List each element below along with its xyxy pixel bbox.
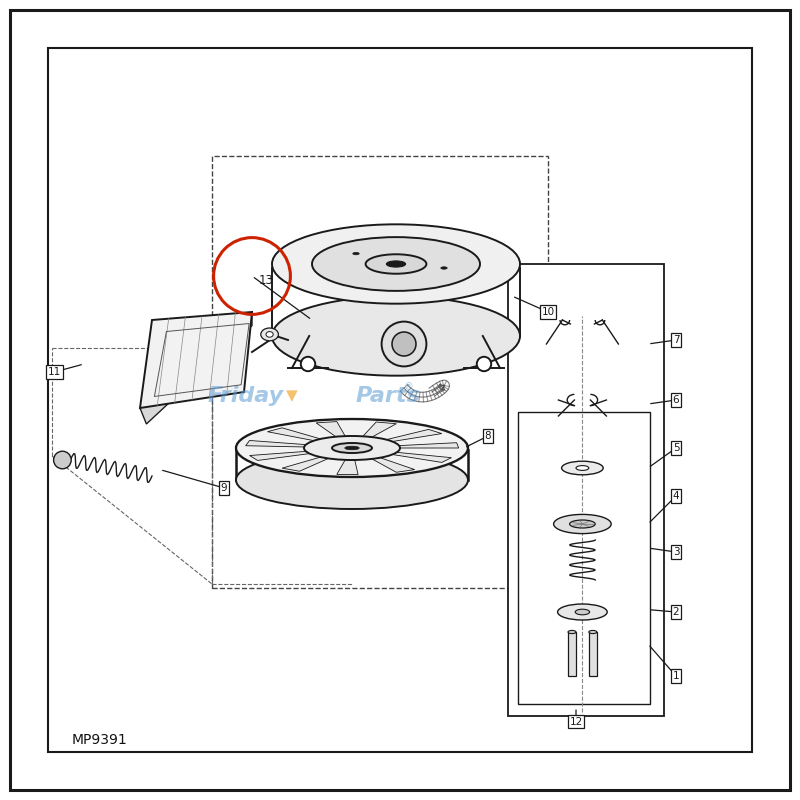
Polygon shape (392, 452, 451, 462)
Polygon shape (372, 458, 414, 472)
Bar (568, 632, 576, 676)
Circle shape (54, 451, 71, 469)
Ellipse shape (554, 514, 611, 534)
Ellipse shape (570, 520, 595, 528)
Circle shape (392, 332, 416, 356)
Ellipse shape (353, 252, 359, 254)
Bar (212, 156, 548, 588)
Ellipse shape (562, 461, 603, 475)
Bar (518, 412, 650, 704)
Text: 4: 4 (673, 491, 679, 501)
Bar (48, 48, 752, 752)
Text: 6: 6 (673, 395, 679, 405)
Ellipse shape (568, 630, 576, 634)
Ellipse shape (366, 254, 426, 274)
Polygon shape (140, 312, 252, 424)
Circle shape (477, 357, 491, 371)
Text: 5: 5 (673, 443, 679, 453)
Bar (508, 264, 664, 716)
Ellipse shape (272, 224, 520, 304)
Polygon shape (386, 430, 442, 442)
Text: 1: 1 (673, 671, 679, 681)
Text: 13: 13 (259, 274, 274, 286)
Text: 8: 8 (485, 431, 491, 441)
Polygon shape (316, 422, 345, 437)
Text: Friday: Friday (208, 386, 284, 406)
Circle shape (382, 322, 426, 366)
Text: Parts: Parts (356, 386, 421, 406)
Text: 9: 9 (221, 483, 227, 493)
Text: MP9391: MP9391 (72, 733, 128, 747)
Ellipse shape (272, 296, 520, 376)
Ellipse shape (558, 604, 607, 620)
Bar (589, 632, 597, 676)
Ellipse shape (576, 466, 589, 470)
Polygon shape (246, 441, 306, 447)
Ellipse shape (589, 630, 597, 634)
Ellipse shape (261, 328, 278, 341)
Text: ▼: ▼ (286, 389, 298, 403)
Ellipse shape (332, 443, 372, 453)
Circle shape (301, 357, 315, 371)
Ellipse shape (345, 446, 359, 450)
Text: 7: 7 (673, 335, 679, 345)
Ellipse shape (575, 610, 590, 614)
Ellipse shape (441, 266, 447, 269)
Ellipse shape (266, 331, 274, 337)
Text: 12: 12 (570, 717, 582, 726)
Text: 11: 11 (48, 367, 61, 377)
Text: 3: 3 (673, 547, 679, 557)
Ellipse shape (236, 451, 468, 509)
Polygon shape (399, 442, 458, 448)
Text: 2: 2 (673, 607, 679, 617)
Polygon shape (140, 312, 252, 408)
Ellipse shape (312, 237, 480, 291)
Polygon shape (267, 428, 321, 441)
Polygon shape (337, 460, 358, 474)
Ellipse shape (304, 436, 400, 460)
Text: ®: ® (404, 382, 414, 392)
Polygon shape (250, 451, 310, 461)
Polygon shape (282, 457, 329, 471)
Text: 10: 10 (542, 307, 554, 317)
Polygon shape (363, 422, 396, 437)
Ellipse shape (236, 419, 468, 477)
Ellipse shape (386, 261, 406, 267)
